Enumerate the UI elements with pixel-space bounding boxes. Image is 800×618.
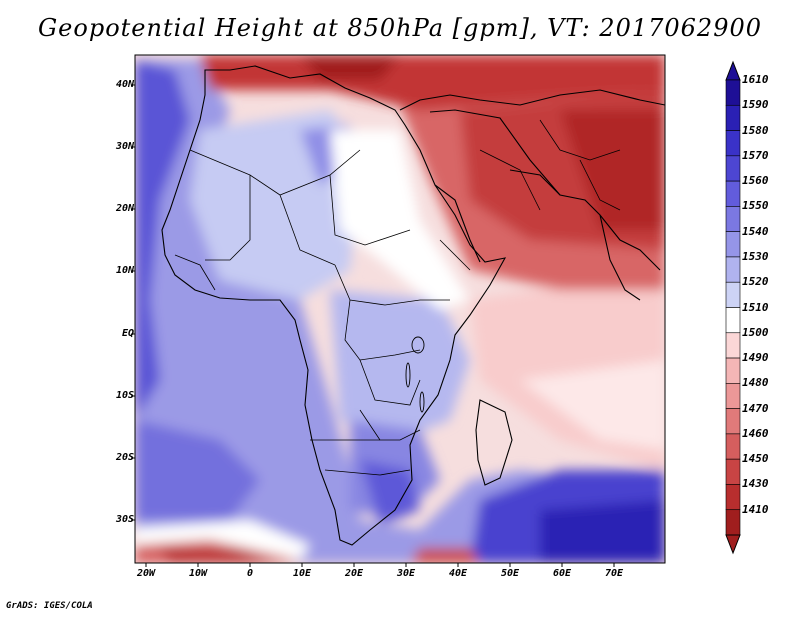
lat-label: 10N [115, 265, 134, 276]
colorbar-swatch [725, 408, 741, 435]
colorbar-swatch [725, 509, 741, 536]
colorbar-label: 1450 [742, 452, 769, 466]
colorbar-label: 1550 [742, 199, 769, 213]
colorbar-swatch [725, 433, 741, 460]
colorbar-label: 1510 [742, 300, 769, 314]
colorbar-label: 1560 [742, 174, 769, 188]
colorbar-swatch [725, 307, 741, 334]
colorbar-label: 1500 [742, 325, 769, 339]
lon-label: 50E [500, 568, 520, 579]
colorbar-swatch [725, 79, 741, 106]
colorbar-top-arrow [725, 60, 741, 81]
lat-label: 10S [115, 390, 134, 401]
colorbar-label: 1610 [742, 73, 769, 86]
borders [174, 119, 621, 476]
lon-label: 20W [136, 568, 156, 579]
lon-label: 10W [188, 568, 208, 579]
colorbar-label: 1460 [742, 426, 769, 440]
lat-label: EQ [121, 328, 134, 339]
lat-label: 30S [115, 514, 134, 525]
colorbar-swatch [725, 458, 741, 485]
colorbar-swatch [725, 484, 741, 511]
colorbar-label: 1540 [742, 224, 769, 238]
colorbar-label: 1590 [742, 98, 769, 112]
colorbar-label: 1580 [742, 123, 769, 137]
lon-label: 20E [344, 568, 364, 579]
map-title: Geopotential Height at 850hPa [gpm], VT:… [38, 14, 762, 42]
grads-credit: GrADS: IGES/COLA [6, 601, 93, 611]
colorbar-swatch [725, 130, 741, 157]
colorbar-bottom-arrow [725, 534, 741, 555]
colorbar-swatch [725, 231, 741, 258]
lon-label: 10E [292, 568, 312, 579]
colorbar-label: 1470 [742, 401, 769, 415]
lon-label: 30E [396, 568, 416, 579]
colorbar-swatch [725, 357, 741, 384]
colorbar-swatch [725, 155, 741, 182]
colorbar-label: 1520 [742, 275, 769, 289]
colorbar-label: 1410 [742, 502, 769, 516]
map-border [134, 54, 666, 564]
lat-label: 30N [115, 141, 134, 152]
colorbar-label: 1530 [742, 249, 769, 263]
lon-label: 60E [552, 568, 572, 579]
colorbar-swatch [725, 256, 741, 283]
lat-label: 20S [115, 452, 134, 463]
colorbar-swatch [725, 206, 741, 232]
colorbar-swatch [725, 104, 741, 131]
coastlines [161, 65, 665, 546]
lon-label: 0 [246, 568, 254, 579]
colorbar-label: 1490 [742, 351, 769, 365]
colorbar [725, 60, 741, 555]
lon-label: 40E [448, 568, 468, 579]
colorbar-swatch [725, 180, 741, 207]
colorbar-swatch [725, 332, 741, 359]
lat-label: 20N [115, 203, 134, 214]
height-field [135, 55, 665, 563]
colorbar-swatch [725, 281, 741, 308]
lat-label: 40N [115, 79, 134, 90]
colorbar-swatch [725, 383, 741, 409]
lon-label: 70E [604, 568, 624, 579]
colorbar-label: 1570 [742, 148, 769, 162]
colorbar-label: 1430 [742, 477, 769, 491]
colorbar-label: 1480 [742, 376, 769, 390]
